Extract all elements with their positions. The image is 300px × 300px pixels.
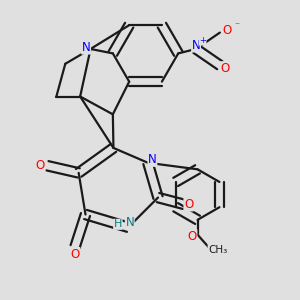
Text: O: O bbox=[188, 230, 197, 243]
Text: O: O bbox=[35, 159, 45, 172]
Text: CH₃: CH₃ bbox=[208, 244, 227, 255]
Text: O: O bbox=[223, 24, 232, 37]
Text: +: + bbox=[199, 36, 206, 45]
Text: ⁻: ⁻ bbox=[235, 21, 240, 31]
Text: N: N bbox=[125, 216, 134, 229]
Text: N: N bbox=[192, 39, 200, 52]
Text: O: O bbox=[220, 62, 230, 75]
Text: N: N bbox=[148, 153, 157, 166]
Text: N: N bbox=[82, 41, 91, 54]
Text: O: O bbox=[70, 248, 80, 260]
Text: O: O bbox=[184, 198, 193, 211]
Text: H: H bbox=[114, 219, 122, 229]
